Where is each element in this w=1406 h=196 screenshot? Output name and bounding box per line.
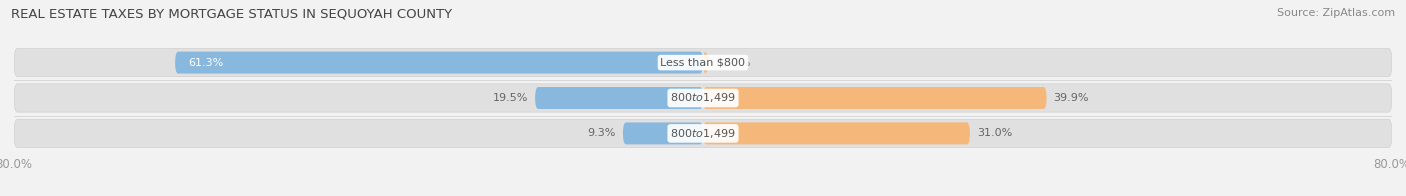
Text: Less than $800: Less than $800 [661,58,745,68]
FancyBboxPatch shape [14,48,1392,77]
FancyBboxPatch shape [14,84,1392,112]
FancyBboxPatch shape [703,122,970,144]
Legend: Without Mortgage, With Mortgage: Without Mortgage, With Mortgage [567,193,839,196]
FancyBboxPatch shape [536,87,703,109]
Text: $800 to $1,499: $800 to $1,499 [671,127,735,140]
FancyBboxPatch shape [176,52,703,74]
Text: $800 to $1,499: $800 to $1,499 [671,92,735,104]
Text: 19.5%: 19.5% [494,93,529,103]
Text: 31.0%: 31.0% [977,128,1012,138]
Text: REAL ESTATE TAXES BY MORTGAGE STATUS IN SEQUOYAH COUNTY: REAL ESTATE TAXES BY MORTGAGE STATUS IN … [11,8,453,21]
FancyBboxPatch shape [703,87,1046,109]
FancyBboxPatch shape [14,119,1392,148]
Text: Source: ZipAtlas.com: Source: ZipAtlas.com [1277,8,1395,18]
FancyBboxPatch shape [703,52,707,74]
Text: 61.3%: 61.3% [188,58,224,68]
Text: 0.57%: 0.57% [714,58,751,68]
Text: 39.9%: 39.9% [1053,93,1090,103]
FancyBboxPatch shape [623,122,703,144]
Text: 9.3%: 9.3% [588,128,616,138]
